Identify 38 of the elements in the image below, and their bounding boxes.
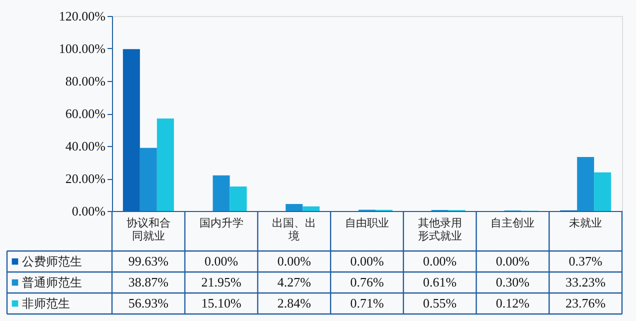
y-tick-label: 80.00% xyxy=(65,74,106,88)
data-label: 21.95% xyxy=(201,274,242,290)
data-label: 0.30% xyxy=(496,274,530,290)
data-label: 0.55% xyxy=(423,296,457,310)
data-label: 33.23% xyxy=(566,274,606,290)
legend-label: 公费师范生 xyxy=(22,254,82,268)
data-label: 0.00% xyxy=(350,254,384,268)
data-label: 0.71% xyxy=(350,296,384,310)
y-tick-label: 20.00% xyxy=(65,171,106,186)
data-label: 0.00% xyxy=(423,254,457,268)
data-label: 0.00% xyxy=(204,254,238,268)
data-label: 0.00% xyxy=(496,254,530,268)
legend-label: 普通师范生 xyxy=(22,276,82,290)
x-tick-label: 自主创业 xyxy=(490,216,535,230)
data-label: 0.76% xyxy=(350,274,384,290)
data-label: 0.37% xyxy=(568,254,603,268)
data-label: 2.84% xyxy=(277,296,312,310)
data-label: 4.27% xyxy=(277,274,312,290)
y-tick-label: 100.00% xyxy=(58,41,106,56)
x-tick-label: 自由职业 xyxy=(345,216,389,230)
data-label: 0.61% xyxy=(423,274,457,290)
data-label: 56.93% xyxy=(128,296,169,310)
x-tick-label: 出国、出境 xyxy=(272,216,316,242)
x-tick-label: 其他录用形式就业 xyxy=(418,216,462,242)
y-tick-label: 0.00% xyxy=(72,204,106,218)
y-tick-label: 40.00% xyxy=(65,138,106,154)
data-label: 99.63% xyxy=(128,254,169,268)
x-tick-label: 未就业 xyxy=(569,216,602,230)
x-tick-label: 协议和合同就业 xyxy=(126,216,170,242)
legend-label: 非师范生 xyxy=(22,296,70,310)
x-tick-label: 国内升学 xyxy=(199,216,244,230)
data-label: 0.12% xyxy=(496,296,530,310)
data-label: 38.87% xyxy=(128,274,169,290)
data-label: 23.76% xyxy=(566,296,606,310)
data-label: 15.10% xyxy=(201,296,242,310)
y-tick-label: 60.00% xyxy=(65,106,106,121)
data-label: 0.00% xyxy=(277,254,312,268)
y-tick-label: 120.00% xyxy=(58,8,106,24)
